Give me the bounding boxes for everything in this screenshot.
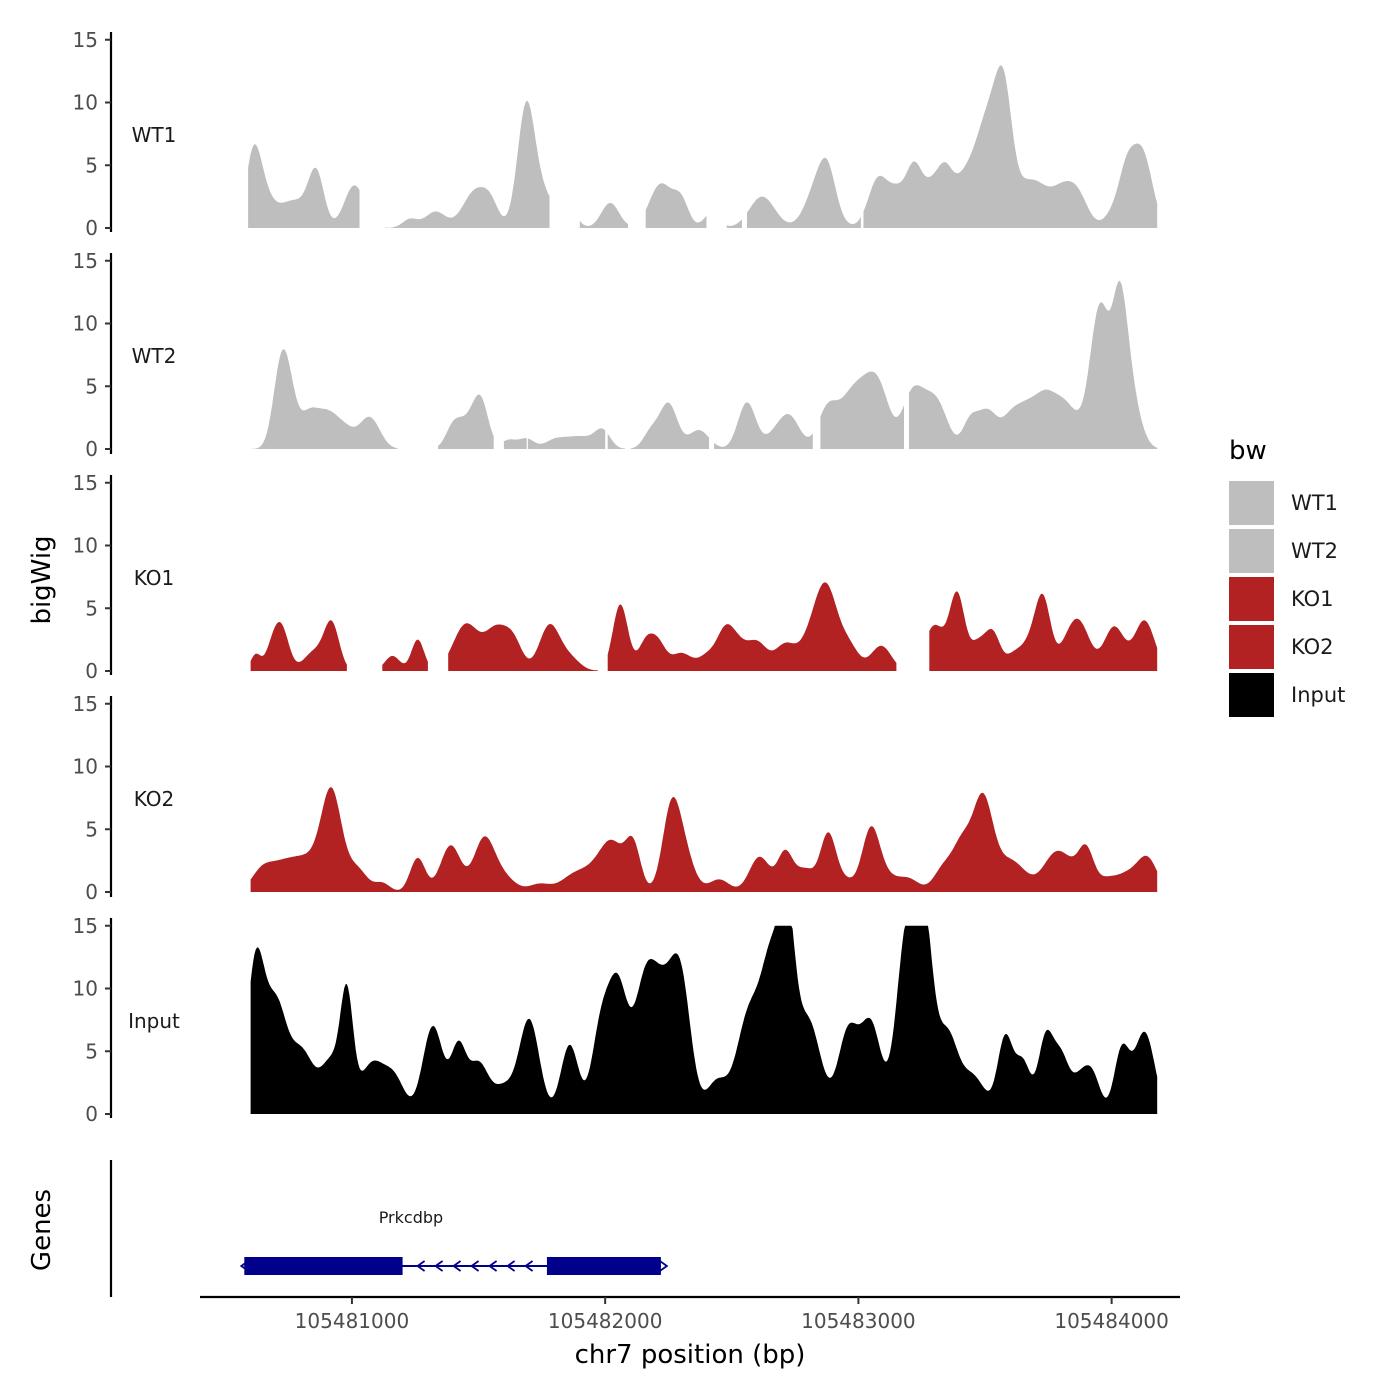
signal-tracks: WT1 WT2 KO1 KO2 Input xyxy=(128,65,1158,1114)
area-wt2-6 xyxy=(714,402,813,449)
legend-label-input: Input xyxy=(1291,683,1345,707)
genes-axis-title: Genes xyxy=(27,1189,57,1271)
track-ko2: KO2 xyxy=(134,787,1158,892)
legend-title: bw xyxy=(1229,436,1267,466)
track-label-ko1: KO1 xyxy=(134,566,175,590)
genes-panel: Prkcdbp xyxy=(109,1160,669,1297)
legend-label-wt1: WT1 xyxy=(1291,491,1338,515)
area-ko1-1 xyxy=(382,639,428,671)
y-tick-label: 0 xyxy=(85,880,98,904)
legend-label-wt2: WT2 xyxy=(1291,539,1338,563)
y-tick-label: 5 xyxy=(85,153,98,177)
x-tick-label: 105482000 xyxy=(548,1309,663,1333)
y-tick-label: 0 xyxy=(85,216,98,240)
y-axis-title: bigWig xyxy=(27,535,57,624)
y-tick-label: 15 xyxy=(73,471,98,495)
track-label-wt2: WT2 xyxy=(132,344,177,368)
area-wt2-4 xyxy=(607,433,626,449)
strand-arrow xyxy=(659,1260,669,1272)
x-axis-title: chr7 position (bp) xyxy=(575,1340,806,1370)
legend-key-input xyxy=(1229,673,1274,717)
area-ko1-4 xyxy=(929,591,1158,671)
area-wt2-0 xyxy=(250,349,398,449)
x-tick-label: 105481000 xyxy=(295,1309,410,1333)
area-ko1-3 xyxy=(607,582,897,671)
gene-prkcdbp: Prkcdbp xyxy=(239,1208,669,1275)
y-tick-label: 10 xyxy=(73,977,98,1001)
area-wt2-8 xyxy=(909,280,1158,449)
strand-arrow xyxy=(524,1260,534,1272)
y-tick-label: 10 xyxy=(73,91,98,115)
gene-exon xyxy=(244,1257,403,1275)
track-label-wt1: WT1 xyxy=(132,123,177,147)
area-wt2-3 xyxy=(527,428,606,449)
area-wt1-0 xyxy=(248,144,360,228)
legend-key-ko1 xyxy=(1229,577,1274,621)
y-tick-label: 10 xyxy=(73,534,98,558)
track-wt2: WT2 xyxy=(132,280,1158,449)
legend: bw WT1 WT2 KO1 KO2 Input xyxy=(1229,436,1345,717)
y-tick-label: 5 xyxy=(85,1039,98,1063)
y-tick-label: 5 xyxy=(85,817,98,841)
strand-arrow xyxy=(506,1260,516,1272)
legend-label-ko2: KO2 xyxy=(1291,635,1334,659)
area-wt1-2 xyxy=(579,202,628,228)
area-input-0 xyxy=(250,925,1158,1114)
y-tick-label: 0 xyxy=(85,1102,98,1126)
track-wt1: WT1 xyxy=(132,65,1158,228)
area-wt1-1 xyxy=(384,100,550,228)
area-ko2-0 xyxy=(250,787,1158,892)
y-tick-label: 15 xyxy=(73,692,98,716)
axes: 0 5 10 15 0 5 10 15 0 5 10 15 0 5 10 15 0 5 10 15 105481000 1… xyxy=(73,28,1180,1333)
gene-name-label: Prkcdbp xyxy=(379,1208,443,1227)
track-ko1: KO1 xyxy=(134,566,1158,671)
strand-arrow xyxy=(239,1260,249,1272)
strand-arrow xyxy=(452,1260,462,1272)
track-input: Input xyxy=(128,925,1158,1114)
x-tick-label: 105484000 xyxy=(1054,1309,1169,1333)
y-tick-label: 5 xyxy=(85,596,98,620)
y-tick-label: 10 xyxy=(73,755,98,779)
y-tick-label: 10 xyxy=(73,312,98,336)
y-tick-label: 5 xyxy=(85,374,98,398)
area-wt2-1 xyxy=(438,394,494,449)
y-tick-label: 15 xyxy=(73,249,98,273)
area-wt1-3 xyxy=(645,183,707,228)
y-tick-label: 0 xyxy=(85,659,98,683)
strand-arrow xyxy=(470,1260,480,1272)
area-wt1-4 xyxy=(726,219,742,228)
y-tick-label: 15 xyxy=(73,28,98,52)
legend-key-wt1 xyxy=(1229,481,1274,525)
strand-arrow xyxy=(416,1260,426,1272)
area-ko1-0 xyxy=(250,620,347,671)
area-wt1-5 xyxy=(747,157,861,228)
legend-key-ko2 xyxy=(1229,625,1274,669)
legend-key-wt2 xyxy=(1229,529,1274,573)
gene-exon xyxy=(546,1257,661,1275)
area-wt2-2 xyxy=(503,438,527,449)
area-ko1-2 xyxy=(448,623,598,671)
y-tick-label: 0 xyxy=(85,437,98,461)
area-wt2-5 xyxy=(630,402,709,449)
area-wt2-7 xyxy=(820,371,904,449)
area-wt1-6 xyxy=(863,65,1158,228)
strand-arrow xyxy=(434,1260,444,1272)
y-tick-label: 15 xyxy=(73,914,98,938)
track-label-ko2: KO2 xyxy=(134,787,175,811)
legend-label-ko1: KO1 xyxy=(1291,587,1334,611)
strand-arrow xyxy=(488,1260,498,1272)
track-label-input: Input xyxy=(128,1009,180,1033)
x-tick-label: 105483000 xyxy=(801,1309,916,1333)
